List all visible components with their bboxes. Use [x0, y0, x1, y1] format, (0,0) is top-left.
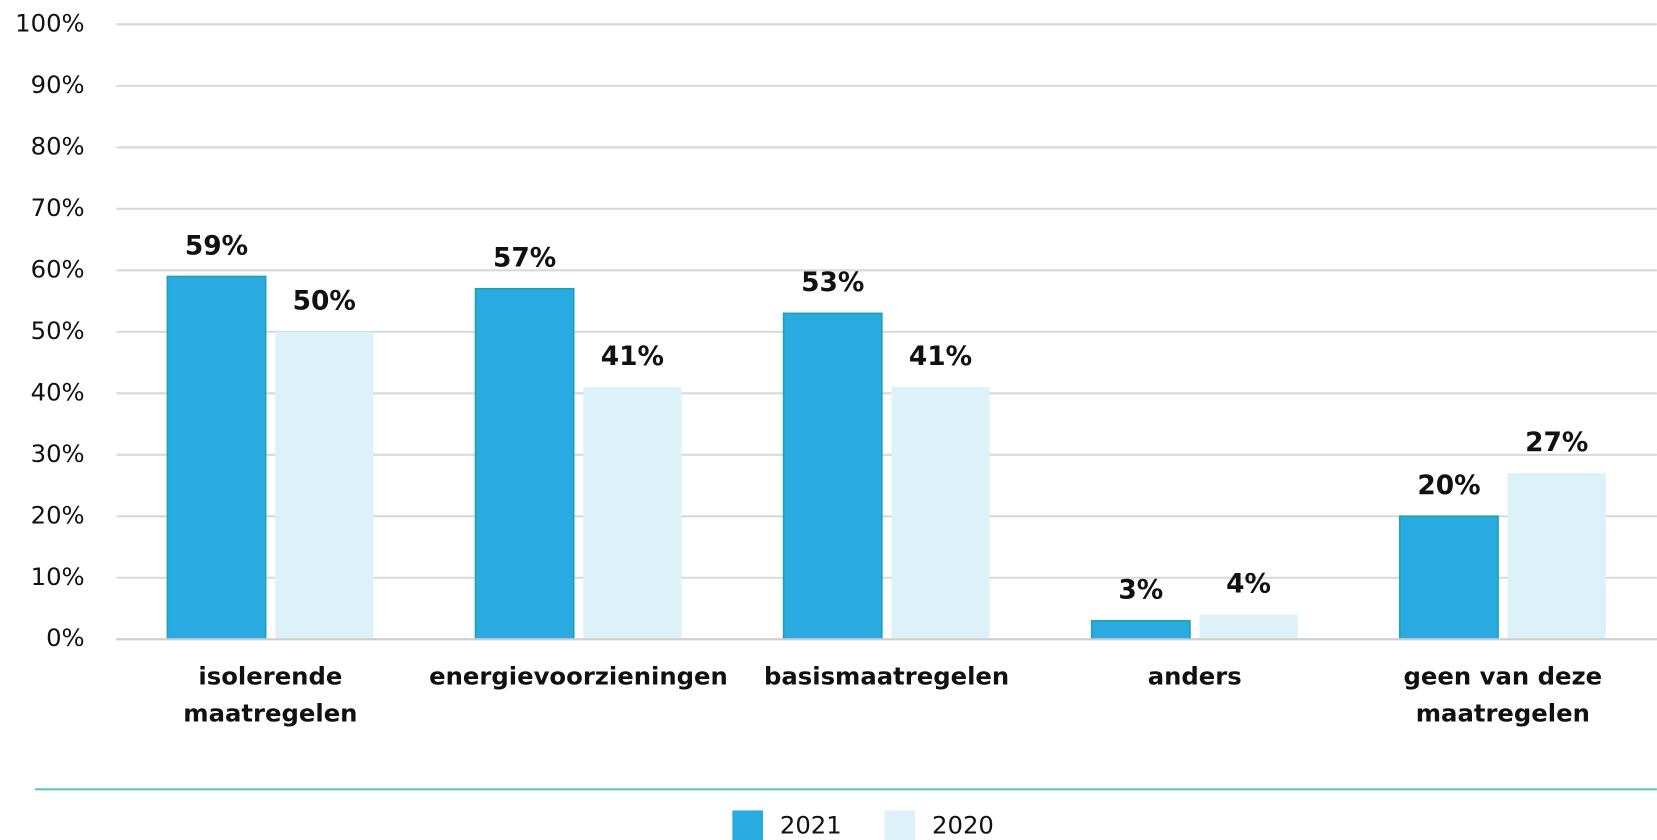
bar	[891, 387, 990, 640]
value-label: 57%	[493, 243, 556, 274]
x-tick-label: geen van deze maatregelen	[1404, 661, 1603, 727]
value-label: 4%	[1226, 569, 1271, 600]
y-tick-label: 20%	[31, 500, 85, 529]
bar	[1399, 515, 1499, 641]
value-label: 50%	[293, 286, 356, 317]
bar	[782, 312, 883, 641]
y-tick-label: 70%	[31, 193, 85, 222]
legend-swatch	[884, 810, 916, 840]
y-tick-label: 50%	[31, 316, 85, 345]
y-tick-label: 100%	[15, 8, 84, 37]
y-tick-label: 30%	[31, 439, 85, 468]
value-label: 53%	[801, 267, 864, 298]
x-tick-label: basismaatregelen	[764, 661, 1009, 690]
value-label: 27%	[1525, 427, 1588, 458]
y-tick-label: 90%	[31, 70, 85, 99]
bar	[583, 387, 682, 640]
value-label: 3%	[1118, 575, 1163, 606]
bar	[1199, 614, 1298, 640]
y-tick-label: 40%	[31, 377, 85, 406]
x-tick-label: anders	[1148, 661, 1242, 690]
y-tick-label: 10%	[31, 562, 85, 591]
legend-swatch	[732, 810, 763, 840]
y-tick-label: 80%	[31, 131, 85, 160]
legend-label: 2021	[780, 810, 842, 839]
value-label: 59%	[185, 230, 248, 261]
y-tick-label: 60%	[31, 254, 85, 283]
legend-label: 2020	[932, 810, 994, 839]
y-tick-label: 0%	[46, 623, 85, 652]
x-tick-label: isolerende maatregelen	[183, 661, 357, 727]
value-label: 20%	[1417, 470, 1480, 501]
bar	[166, 275, 267, 641]
value-label: 41%	[909, 341, 972, 372]
bar	[1507, 473, 1606, 640]
bar	[474, 287, 575, 641]
value-label: 41%	[601, 341, 664, 372]
x-tick-label: energievoorzieningen	[429, 661, 728, 690]
bar	[275, 331, 374, 640]
bar	[1090, 620, 1191, 641]
